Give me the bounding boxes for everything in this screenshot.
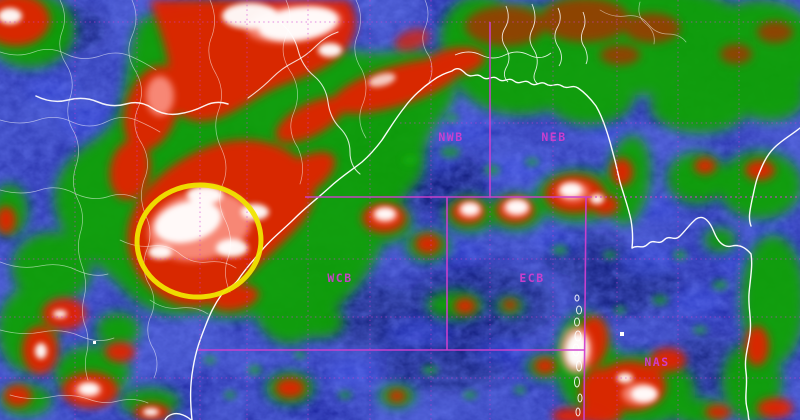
cloud-green-specks <box>204 114 728 399</box>
sea-sector-label-nas: NAS <box>644 355 669 369</box>
storm-highlight-ellipse <box>134 182 264 300</box>
sea-sector-label-ecb: ECB <box>519 271 544 285</box>
bangladesh-rivers <box>454 3 588 85</box>
sea-sector-labels: NWB NEB WCB ECB NAS <box>327 130 669 369</box>
andaman-islands <box>572 294 583 417</box>
sea-sector-label-wcb: WCB <box>327 271 352 285</box>
india-east-coastline <box>189 67 753 420</box>
sri-lanka-tip <box>164 412 192 420</box>
sector-boundary-lines <box>198 22 800 420</box>
white-marker-dots <box>93 332 624 344</box>
martaban-coastline <box>748 127 800 227</box>
sea-sector-label-neb: NEB <box>541 130 566 144</box>
district-boundaries <box>0 0 687 404</box>
sea-sector-label-nwb: NWB <box>438 130 463 144</box>
